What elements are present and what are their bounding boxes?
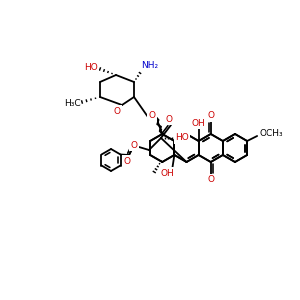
Text: OH: OH (192, 118, 206, 127)
Text: H₃C: H₃C (64, 98, 80, 107)
Text: O: O (148, 112, 155, 121)
Text: HO: HO (175, 134, 189, 142)
Text: O: O (207, 176, 214, 184)
Text: OCH₃: OCH₃ (259, 130, 283, 139)
Text: O: O (130, 140, 137, 149)
Text: OH: OH (160, 169, 174, 178)
Text: O: O (124, 157, 130, 166)
Text: O: O (207, 112, 214, 121)
Text: HO: HO (84, 62, 98, 71)
Text: O: O (113, 106, 121, 116)
Text: O: O (166, 115, 172, 124)
Text: NH₂: NH₂ (141, 61, 159, 70)
